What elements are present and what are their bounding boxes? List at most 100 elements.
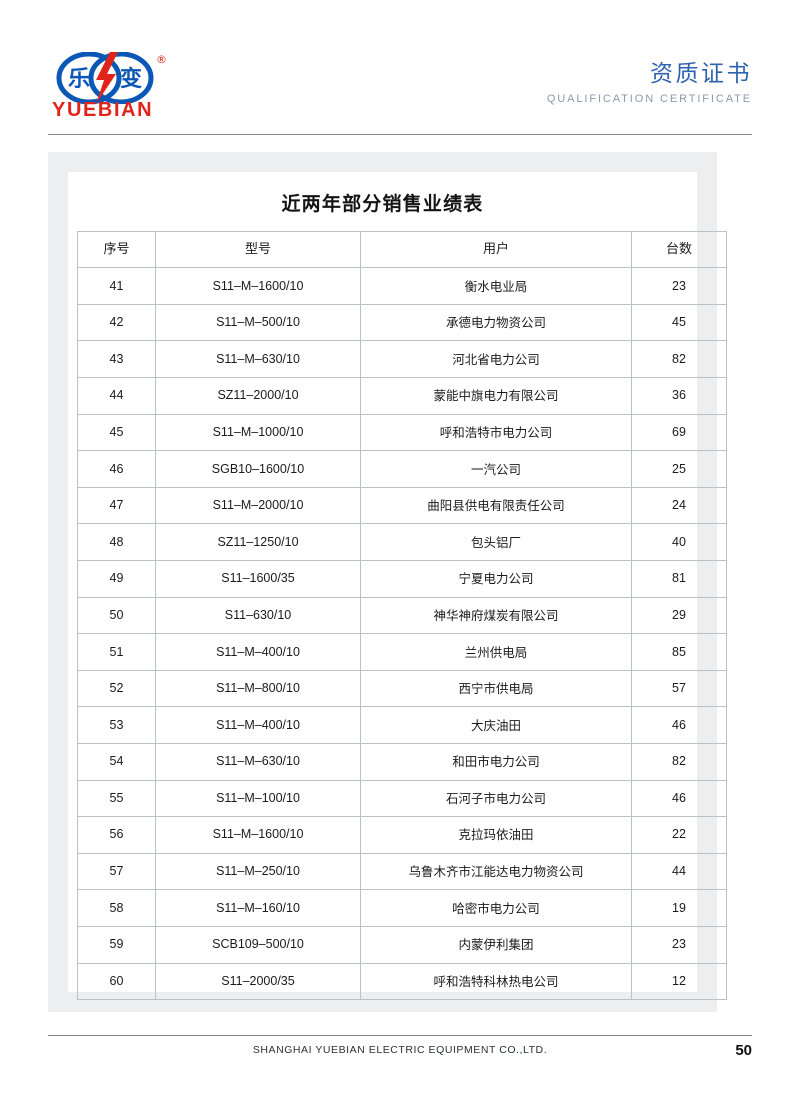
registered-trademark-icon: ® [156, 53, 167, 66]
footer-company-name: SHANGHAI YUEBIAN ELECTRIC EQUIPMENT CO.,… [252, 1044, 548, 1056]
table-cell-model: SZ11–1250/10 [155, 523, 361, 562]
table-row: 42 S11–M–500/10 承德电力物资公司 45 [77, 303, 727, 342]
table-cell-qty: 45 [631, 303, 727, 342]
table-header: 序号 型号 用户 台数 [77, 230, 727, 269]
table-cell-model: S11–M–1000/10 [155, 413, 361, 452]
table-cell-user: 乌鲁木齐市江能达电力物资公司 [360, 852, 632, 891]
table-cell-qty: 69 [631, 413, 727, 452]
table-row: 60 S11–2000/35 呼和浩特科林热电公司 12 [77, 962, 727, 1001]
table-cell-user: 衡水电业局 [360, 267, 632, 305]
certificate-title-cn: 资质证书 [650, 61, 752, 87]
table-cell-qty: 44 [631, 852, 727, 891]
table-cell-no: 44 [77, 377, 156, 415]
table-cell-user: 包头铝厂 [360, 523, 632, 562]
table-cell-no: 48 [77, 523, 156, 562]
table-row: 47 S11–M–2000/10 曲阳县供电有限责任公司 24 [77, 486, 727, 525]
page-title: 近两年部分销售业绩表 [281, 193, 484, 215]
table-cell-no: 47 [77, 486, 156, 525]
table-cell-model: S11–M–500/10 [155, 303, 361, 342]
certificate-title-block: 资质证书 QUALIFICATION CERTIFICATE [547, 60, 752, 106]
table-cell-model: S11–M–1600/10 [155, 816, 361, 854]
table-cell-user: 一汽公司 [360, 450, 632, 488]
table-cell-user: 宁夏电力公司 [360, 560, 632, 598]
table-cell-user: 和田市电力公司 [360, 743, 632, 781]
table-cell-user: 蒙能中旗电力有限公司 [360, 377, 632, 415]
table-cell-user: 内蒙伊利集团 [360, 925, 632, 964]
table-row: 57 S11–M–250/10 乌鲁木齐市江能达电力物资公司 44 [77, 852, 727, 891]
table-cell-model: S11–M–400/10 [155, 633, 361, 671]
footer-divider [48, 1035, 752, 1036]
table-cell-model: S11–2000/35 [155, 962, 361, 1001]
brand-wordmark: YUEBIAN [52, 99, 154, 121]
table-row: 41 S11–M–1600/10 衡水电业局 23 [77, 267, 727, 305]
table-body: 41 S11–M–1600/10 衡水电业局 23 42 S11–M–500/10 承德电力… [77, 267, 727, 1001]
table-row: 48 SZ11–1250/10 包头铝厂 40 [77, 523, 727, 562]
table-cell-no: 54 [77, 743, 156, 781]
table-cell-model: SCB109–500/10 [155, 925, 361, 964]
table-cell-no: 51 [77, 633, 156, 671]
table-row: 59 SCB109–500/10 内蒙伊利集团 23 [77, 925, 727, 964]
table-row: 55 S11–M–100/10 石河子市电力公司 46 [77, 779, 727, 818]
sales-performance-table: 序号 型号 用户 台数 41 S11–M–1600/10 衡水电业局 23 42 S11–… [77, 230, 727, 1001]
yuebian-logo-icon: 乐 变 [52, 51, 158, 105]
table-cell-model: S11–M–2000/10 [155, 486, 361, 525]
table-cell-no: 50 [77, 596, 156, 635]
table-cell-qty: 36 [631, 377, 727, 415]
column-header-qty: 台数 [631, 230, 727, 269]
column-header-no: 序号 [77, 230, 156, 269]
table-cell-no: 60 [77, 962, 156, 1001]
table-cell-no: 42 [77, 303, 156, 342]
table-cell-model: SGB10–1600/10 [155, 450, 361, 488]
table-cell-model: S11–630/10 [155, 596, 361, 635]
page-number: 50 [735, 1042, 752, 1059]
table-row: 53 S11–M–400/10 大庆油田 46 [77, 706, 727, 744]
column-header-user: 用户 [360, 230, 632, 269]
table-cell-user: 承德电力物资公司 [360, 303, 632, 342]
table-cell-model: S11–M–800/10 [155, 669, 361, 708]
document-footer: SHANGHAI YUEBIAN ELECTRIC EQUIPMENT CO.,… [48, 1041, 752, 1069]
table-cell-no: 49 [77, 560, 156, 598]
table-cell-model: SZ11–2000/10 [155, 377, 361, 415]
table-cell-model: S11–M–400/10 [155, 706, 361, 744]
table-cell-qty: 29 [631, 596, 727, 635]
table-row: 44 SZ11–2000/10 蒙能中旗电力有限公司 36 [77, 377, 727, 415]
table-cell-user: 呼和浩特科林热电公司 [360, 962, 632, 1001]
table-cell-qty: 25 [631, 450, 727, 488]
table-cell-user: 石河子市电力公司 [360, 779, 632, 818]
table-cell-no: 58 [77, 889, 156, 927]
table-cell-qty: 57 [631, 669, 727, 708]
table-cell-model: S11–M–630/10 [155, 340, 361, 379]
table-cell-model: S11–M–630/10 [155, 743, 361, 781]
table-cell-qty: 82 [631, 743, 727, 781]
table-cell-user: 神华神府煤炭有限公司 [360, 596, 632, 635]
table-row: 43 S11–M–630/10 河北省电力公司 82 [77, 340, 727, 379]
table-cell-user: 兰州供电局 [360, 633, 632, 671]
brand-logo: 乐 变 ® YUEBIAN [52, 51, 262, 132]
table-row: 51 S11–M–400/10 兰州供电局 85 [77, 633, 727, 671]
table-cell-user: 呼和浩特市电力公司 [360, 413, 632, 452]
table-row: 54 S11–M–630/10 和田市电力公司 82 [77, 743, 727, 781]
table-cell-model: S11–M–250/10 [155, 852, 361, 891]
table-cell-no: 56 [77, 816, 156, 854]
certificate-title-en: QUALIFICATION CERTIFICATE [546, 92, 752, 105]
content-panel-inner: 近两年部分销售业绩表 序号 型号 用户 台数 41 S11–M–1600/10 衡水… [68, 172, 727, 1001]
table-cell-no: 46 [77, 450, 156, 488]
table-cell-user: 哈密市电力公司 [360, 889, 632, 927]
table-cell-qty: 46 [631, 706, 727, 744]
table-cell-qty: 40 [631, 523, 727, 562]
content-panel: 近两年部分销售业绩表 序号 型号 用户 台数 41 S11–M–1600/10 衡水… [48, 152, 727, 1012]
table-header-row: 序号 型号 用户 台数 [77, 230, 727, 269]
table-row: 45 S11–M–1000/10 呼和浩特市电力公司 69 [77, 413, 727, 452]
table-cell-qty: 85 [631, 633, 727, 671]
table-cell-model: S11–M–1600/10 [155, 267, 361, 305]
table-row: 46 SGB10–1600/10 一汽公司 25 [77, 450, 727, 488]
table-cell-no: 45 [77, 413, 156, 452]
table-cell-user: 西宁市供电局 [360, 669, 632, 708]
table-row: 49 S11–1600/35 宁夏电力公司 81 [77, 560, 727, 598]
table-cell-model: S11–M–160/10 [155, 889, 361, 927]
table-cell-no: 43 [77, 340, 156, 379]
svg-text:变: 变 [120, 66, 142, 92]
table-cell-no: 53 [77, 706, 156, 744]
table-cell-qty: 12 [631, 962, 727, 1001]
